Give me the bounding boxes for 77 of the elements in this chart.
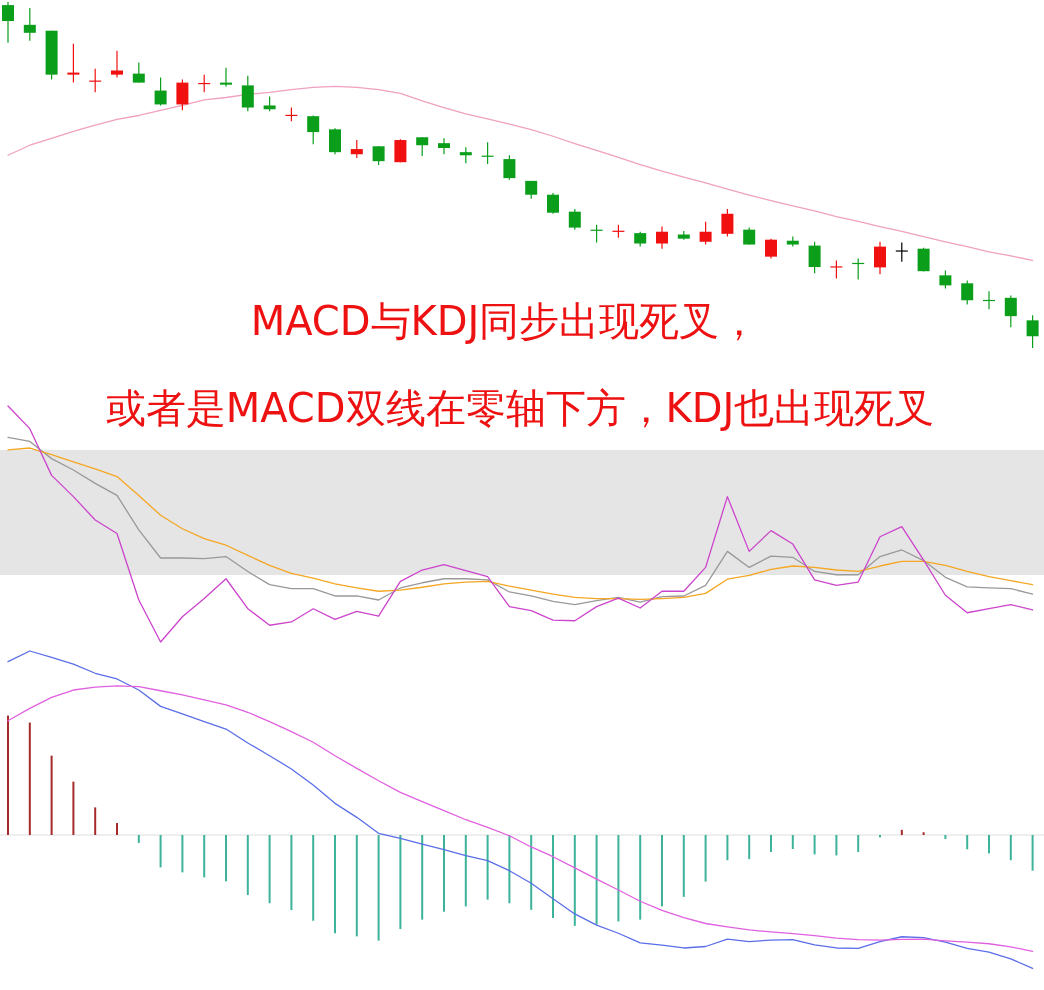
candlestick xyxy=(568,208,581,231)
candlestick xyxy=(961,279,974,305)
candlestick xyxy=(2,1,14,44)
bar xyxy=(922,832,925,835)
bar xyxy=(857,835,860,852)
candlestick xyxy=(307,114,320,145)
bar xyxy=(203,835,206,878)
candlestick xyxy=(220,67,232,88)
bar xyxy=(748,835,751,860)
candlestick xyxy=(329,127,341,155)
bar xyxy=(443,835,445,912)
bar xyxy=(312,835,315,921)
bar xyxy=(770,835,772,852)
bar xyxy=(7,715,9,835)
bar xyxy=(966,835,969,850)
bar xyxy=(334,835,336,934)
candlestick xyxy=(699,221,712,246)
bar xyxy=(944,835,947,840)
bar xyxy=(421,835,424,920)
candlestick xyxy=(656,225,668,250)
bar xyxy=(50,755,53,835)
bar xyxy=(137,835,140,843)
bar xyxy=(704,835,707,882)
bar xyxy=(726,835,729,861)
bar xyxy=(399,835,402,930)
bar xyxy=(377,835,380,941)
candlestick xyxy=(372,145,385,166)
bar xyxy=(835,835,838,856)
candlestick xyxy=(547,192,559,215)
bar xyxy=(268,835,271,904)
bar xyxy=(508,835,511,904)
candlestick xyxy=(1026,314,1039,349)
candlestick xyxy=(721,208,734,238)
candlestick xyxy=(241,75,254,112)
candlestick xyxy=(416,136,429,157)
bar xyxy=(225,835,227,882)
bar xyxy=(573,835,576,926)
candlestick xyxy=(111,50,123,79)
bar xyxy=(355,835,358,937)
bar xyxy=(530,835,533,910)
candlestick xyxy=(503,154,516,181)
bar xyxy=(72,781,75,835)
bar xyxy=(813,835,816,855)
bar xyxy=(246,835,249,895)
bar xyxy=(1009,835,1012,861)
candlestick xyxy=(67,43,80,84)
bar xyxy=(791,835,794,849)
bar xyxy=(1031,835,1034,871)
candlestick xyxy=(176,78,189,111)
bar xyxy=(486,835,489,900)
annotation: MACD与KDJ同步出现死叉， xyxy=(250,298,760,344)
bar xyxy=(464,835,467,907)
candlestick xyxy=(765,238,777,259)
bar xyxy=(900,829,903,835)
candlestick xyxy=(438,137,450,155)
bar xyxy=(28,722,31,835)
bar xyxy=(290,835,293,911)
bar xyxy=(94,807,97,835)
candlestick xyxy=(808,241,821,274)
candlestick xyxy=(132,61,145,84)
candlestick xyxy=(154,76,167,107)
candlestick xyxy=(895,241,908,263)
bar xyxy=(988,835,990,854)
bar xyxy=(116,823,118,835)
annotation: 或者是MACD双线在零轴下方，KDJ也出现死叉 xyxy=(105,385,935,431)
candlestick xyxy=(917,247,930,273)
bar xyxy=(552,835,554,918)
bar xyxy=(595,835,598,925)
bar xyxy=(682,835,685,897)
bar xyxy=(639,835,642,920)
candlestick xyxy=(1004,294,1017,328)
candlestick xyxy=(23,7,36,42)
bar xyxy=(159,835,162,868)
bar xyxy=(617,835,620,922)
bar xyxy=(661,835,663,907)
bar xyxy=(181,835,184,873)
candlestick xyxy=(874,241,886,275)
